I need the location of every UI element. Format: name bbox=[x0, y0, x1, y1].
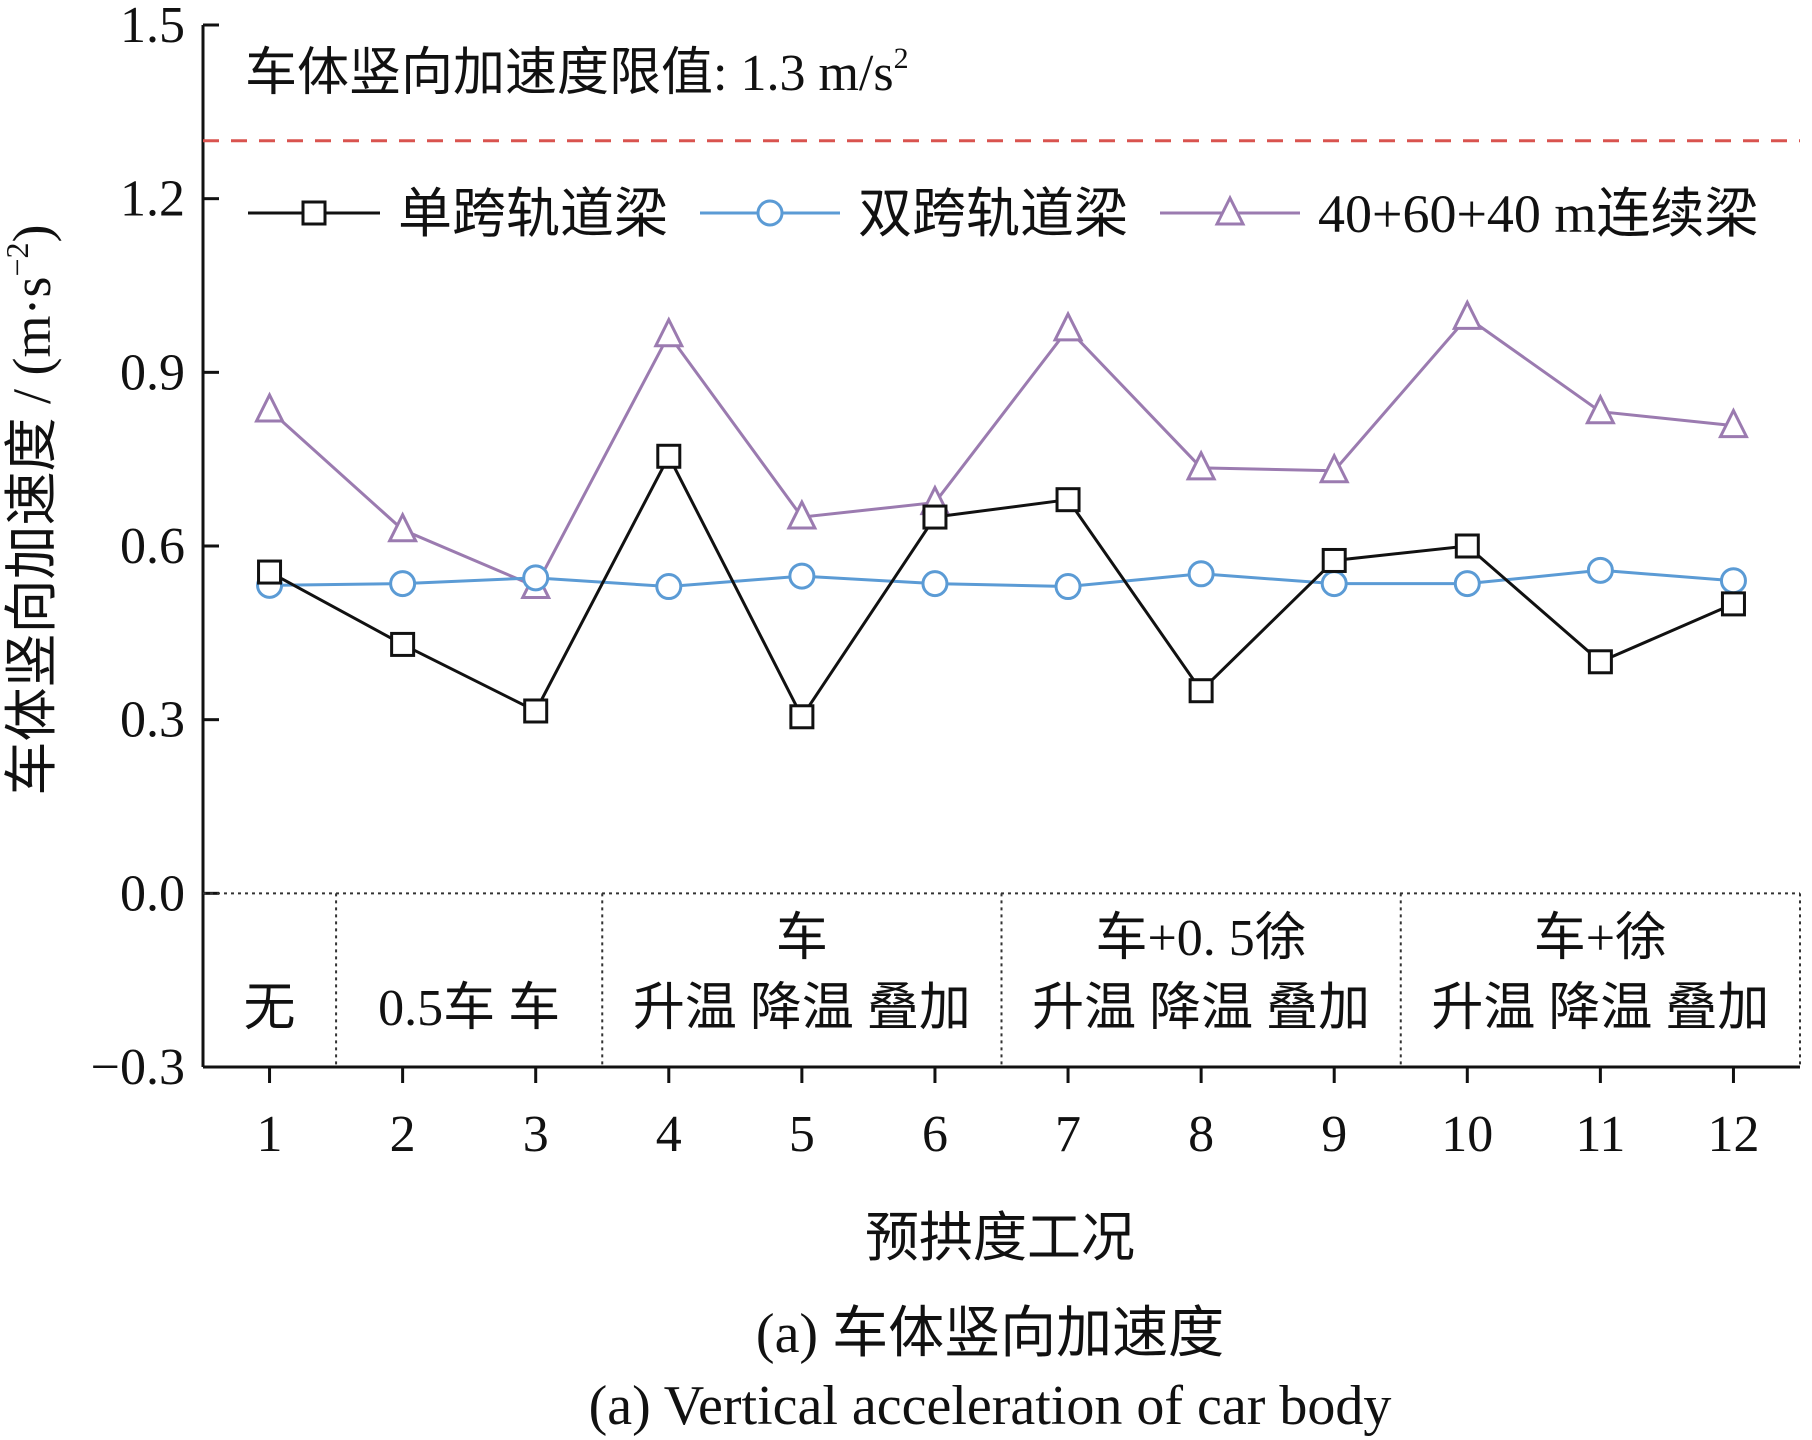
data-point bbox=[257, 559, 283, 585]
data-point bbox=[789, 704, 815, 730]
data-point bbox=[921, 570, 949, 598]
data-point bbox=[655, 573, 683, 601]
data-point bbox=[522, 564, 550, 592]
y-tick-label: 0.0 bbox=[120, 865, 185, 922]
data-point bbox=[1054, 573, 1082, 601]
legend-label: 双跨轨道梁 bbox=[858, 184, 1128, 244]
legend-label: 40+60+40 m连续梁 bbox=[1318, 184, 1758, 244]
y-tick-label: 1.2 bbox=[120, 171, 185, 228]
series-triangle bbox=[254, 298, 1749, 600]
y-tick-label: −0.3 bbox=[91, 1039, 185, 1096]
data-point bbox=[1318, 452, 1350, 484]
data-point bbox=[786, 498, 818, 530]
legend-marker bbox=[1214, 194, 1246, 226]
data-point bbox=[788, 562, 816, 590]
series-line bbox=[268, 315, 1734, 589]
condition-label: 升温 降温 叠加 bbox=[1032, 980, 1370, 1037]
data-point bbox=[1451, 298, 1483, 330]
y-axis-title: 车体竖向加速度 / (m·s−2) bbox=[0, 224, 62, 795]
y-tick-label: 0.9 bbox=[120, 344, 185, 401]
x-tick-label: 1 bbox=[257, 1106, 283, 1163]
x-axis-title: 预拱度工况 bbox=[865, 1208, 1135, 1268]
y-tick-label: 0.3 bbox=[120, 692, 185, 749]
plot-frame: −0.30.00.30.60.91.21.51 2 3 4 5 6 7 8 9 10 11 12 bbox=[91, 0, 1800, 1163]
data-point bbox=[1454, 533, 1480, 559]
data-point bbox=[389, 570, 417, 598]
legend-marker bbox=[301, 200, 327, 226]
data-point bbox=[1188, 678, 1214, 704]
data-point bbox=[922, 504, 948, 530]
series-square bbox=[257, 443, 1746, 730]
x-tick-label: 6 bbox=[922, 1106, 948, 1163]
data-point bbox=[1321, 547, 1347, 573]
x-tick-label: 8 bbox=[1188, 1106, 1214, 1163]
legend-item: 双跨轨道梁 bbox=[700, 184, 1128, 244]
legend-label: 单跨轨道梁 bbox=[398, 184, 668, 244]
data-point bbox=[1718, 407, 1749, 439]
condition-label: 升温 降温 叠加 bbox=[633, 980, 971, 1037]
data-point bbox=[1320, 570, 1348, 598]
series-circle bbox=[256, 556, 1747, 601]
legend-marker bbox=[756, 199, 784, 227]
y-tick-label: 0.6 bbox=[120, 518, 185, 575]
legend-item: 40+60+40 m连续梁 bbox=[1160, 184, 1758, 244]
data-point bbox=[1584, 393, 1616, 425]
x-tick-label: 12 bbox=[1707, 1106, 1759, 1163]
condition-label: 无 bbox=[244, 980, 296, 1037]
data-point bbox=[387, 511, 419, 543]
data-point bbox=[1052, 310, 1084, 342]
legend: 单跨轨道梁 双跨轨道梁 40+60+40 m连续梁 bbox=[248, 184, 1758, 244]
x-tick-label: 9 bbox=[1321, 1106, 1347, 1163]
legend-item: 单跨轨道梁 bbox=[248, 184, 668, 244]
x-tick-label: 11 bbox=[1575, 1106, 1625, 1163]
data-point bbox=[1587, 649, 1613, 675]
data-point bbox=[1453, 570, 1481, 598]
x-tick-label: 5 bbox=[789, 1106, 815, 1163]
data-point bbox=[1720, 591, 1746, 617]
data-point bbox=[1055, 487, 1081, 513]
limit-label: 车体竖向加速度限值: 1.3 m/s2 bbox=[245, 42, 909, 102]
x-tick-label: 7 bbox=[1055, 1106, 1081, 1163]
x-tick-label: 2 bbox=[390, 1106, 416, 1163]
caption-en: (a) Vertical acceleration of car body bbox=[589, 1375, 1392, 1437]
x-tick-label: 4 bbox=[656, 1106, 682, 1163]
data-point bbox=[1719, 567, 1747, 595]
x-tick-label: 10 bbox=[1441, 1106, 1493, 1163]
y-tick-label: 1.5 bbox=[120, 0, 185, 54]
caption-zh: (a) 车体竖向加速度 bbox=[756, 1303, 1224, 1365]
series-line bbox=[268, 453, 1735, 720]
data-point bbox=[656, 443, 682, 469]
data-point bbox=[390, 631, 416, 657]
condition-label: 升温 降温 叠加 bbox=[1431, 980, 1769, 1037]
series-layer bbox=[254, 298, 1749, 730]
condition-label: 0.5车 车 bbox=[378, 980, 560, 1037]
series-line bbox=[269, 568, 1734, 589]
condition-label: 车+0. 5徐 bbox=[1095, 910, 1306, 967]
data-point bbox=[1187, 560, 1215, 588]
condition-label: 车+徐 bbox=[1534, 910, 1667, 967]
data-point bbox=[254, 391, 285, 423]
data-point bbox=[1586, 556, 1614, 584]
data-point bbox=[523, 698, 549, 724]
data-point bbox=[1185, 449, 1217, 481]
data-point bbox=[653, 316, 685, 348]
condition-label: 车 bbox=[776, 910, 828, 967]
x-tick-label: 3 bbox=[523, 1106, 549, 1163]
